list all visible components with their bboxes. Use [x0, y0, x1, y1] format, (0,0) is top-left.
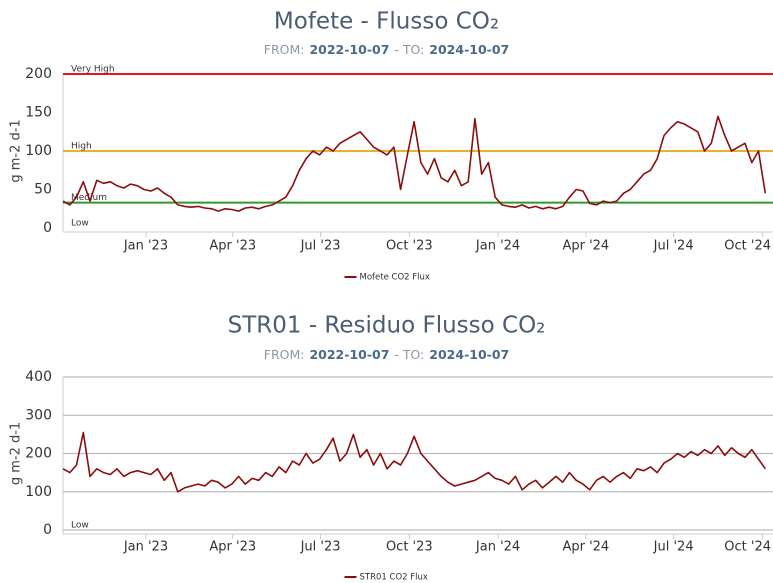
legend-label: Mofete CO2 Flux	[360, 273, 430, 283]
y-tick-label: 400	[25, 369, 52, 385]
data-line	[62, 431, 766, 493]
y-tick-label: 0	[43, 220, 52, 236]
subtitle-part: TO:	[402, 42, 424, 57]
subtitle-part: -	[394, 347, 398, 362]
subtitle-part: 2022-10-07	[309, 347, 389, 362]
subtitle-part: -	[394, 42, 398, 57]
chart-subtitle: FROM: 2022-10-07- TO: 2024-10-07	[264, 347, 510, 362]
x-tick-label: Jan '23	[123, 239, 168, 254]
data-line	[62, 115, 767, 212]
y-tick-label: 100	[25, 143, 52, 159]
x-tick-label: Jul '24	[653, 239, 694, 254]
x-tick-label: Apr '23	[209, 239, 256, 254]
y-tick-label: 150	[25, 105, 52, 121]
chart-title: Mofete - Flusso CO₂	[274, 9, 499, 35]
threshold-label: Low	[71, 521, 89, 531]
x-tick-label: Jul '23	[300, 239, 341, 254]
subtitle-part: TO:	[402, 347, 424, 362]
x-tick-label: Apr '23	[209, 540, 256, 555]
y-axis-title: g m-2 d-1	[9, 119, 24, 182]
threshold-label: High	[71, 142, 92, 152]
x-tick-label: Oct '23	[386, 239, 433, 254]
threshold-label: Low	[71, 219, 89, 229]
subtitle-part: 2024-10-07	[429, 42, 509, 57]
y-tick-label: 200	[25, 446, 52, 462]
x-tick-label: Oct '24	[724, 239, 771, 254]
chart-title: STR01 - Residuo Flusso CO₂	[228, 313, 546, 339]
y-tick-label: 100	[25, 484, 52, 500]
x-tick-label: Jan '24	[475, 239, 520, 254]
subtitle-part: 2022-10-07	[309, 42, 389, 57]
x-tick-label: Apr '24	[562, 239, 609, 254]
x-tick-label: Jan '23	[123, 540, 168, 555]
x-tick-label: Oct '24	[724, 540, 771, 555]
subtitle-part: 2024-10-07	[429, 347, 509, 362]
y-tick-label: 300	[25, 407, 52, 423]
x-tick-label: Apr '24	[562, 540, 609, 555]
y-tick-label: 50	[34, 182, 52, 198]
x-tick-label: Jul '24	[653, 540, 694, 555]
y-axis-title: g m-2 d-1	[9, 422, 24, 485]
threshold-label: Very High	[71, 65, 115, 75]
y-tick-label: 0	[43, 522, 52, 538]
y-tick-label: 200	[25, 66, 52, 82]
x-tick-label: Oct '23	[386, 540, 433, 555]
x-tick-label: Jul '23	[300, 540, 341, 555]
subtitle-part: FROM:	[264, 347, 305, 362]
chart-subtitle: FROM: 2022-10-07- TO: 2024-10-07	[264, 42, 510, 57]
x-tick-label: Jan '24	[475, 540, 520, 555]
legend-label: STR01 CO2 Flux	[360, 573, 428, 583]
subtitle-part: FROM:	[264, 42, 305, 57]
